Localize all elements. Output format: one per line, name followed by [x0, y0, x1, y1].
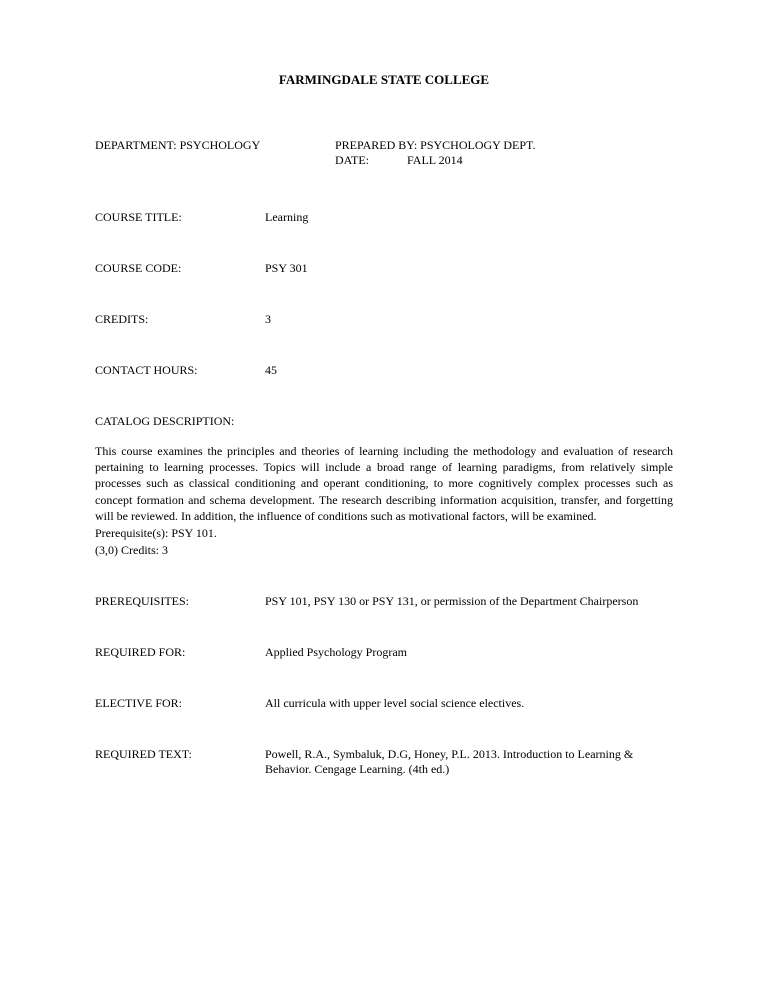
prerequisites-value: PSY 101, PSY 130 or PSY 131, or permissi…	[265, 594, 673, 609]
contact-hours-label: CONTACT HOURS:	[95, 363, 265, 378]
catalog-credits: (3,0) Credits: 3	[95, 543, 673, 558]
course-code-row: COURSE CODE: PSY 301	[95, 261, 673, 276]
course-code-label: COURSE CODE:	[95, 261, 265, 276]
required-for-label: REQUIRED FOR:	[95, 645, 265, 660]
course-title-label: COURSE TITLE:	[95, 210, 265, 225]
catalog-body: This course examines the principles and …	[95, 443, 673, 524]
prepared-by: PREPARED BY: PSYCHOLOGY DEPT.	[335, 138, 673, 153]
header-block: DEPARTMENT: PSYCHOLOGY PREPARED BY: PSYC…	[95, 138, 673, 168]
course-title-value: Learning	[265, 210, 673, 225]
department-label: DEPARTMENT: PSYCHOLOGY	[95, 138, 335, 168]
elective-for-row: ELECTIVE FOR: All curricula with upper l…	[95, 696, 673, 711]
date-label: DATE:	[335, 153, 407, 168]
prerequisites-row: PREREQUISITES: PSY 101, PSY 130 or PSY 1…	[95, 594, 673, 609]
date-value: FALL 2014	[407, 153, 463, 168]
date-row: DATE: FALL 2014	[335, 153, 673, 168]
required-for-value: Applied Psychology Program	[265, 645, 673, 660]
course-code-value: PSY 301	[265, 261, 673, 276]
course-title-row: COURSE TITLE: Learning	[95, 210, 673, 225]
elective-for-value: All curricula with upper level social sc…	[265, 696, 673, 711]
required-text-label: REQUIRED TEXT:	[95, 747, 265, 777]
elective-for-label: ELECTIVE FOR:	[95, 696, 265, 711]
required-text-value: Powell, R.A., Symbaluk, D.G, Honey, P.L.…	[265, 747, 673, 777]
header-right: PREPARED BY: PSYCHOLOGY DEPT. DATE: FALL…	[335, 138, 673, 168]
credits-row: CREDITS: 3	[95, 312, 673, 327]
contact-hours-value: 45	[265, 363, 673, 378]
credits-value: 3	[265, 312, 673, 327]
institution-title: FARMINGDALE STATE COLLEGE	[95, 72, 673, 88]
contact-hours-row: CONTACT HOURS: 45	[95, 363, 673, 378]
catalog-heading: CATALOG DESCRIPTION:	[95, 414, 673, 429]
catalog-prereq: Prerequisite(s): PSY 101.	[95, 526, 673, 541]
prerequisites-label: PREREQUISITES:	[95, 594, 265, 609]
required-for-row: REQUIRED FOR: Applied Psychology Program	[95, 645, 673, 660]
document-page: FARMINGDALE STATE COLLEGE DEPARTMENT: PS…	[0, 0, 768, 873]
required-text-row: REQUIRED TEXT: Powell, R.A., Symbaluk, D…	[95, 747, 673, 777]
credits-label: CREDITS:	[95, 312, 265, 327]
